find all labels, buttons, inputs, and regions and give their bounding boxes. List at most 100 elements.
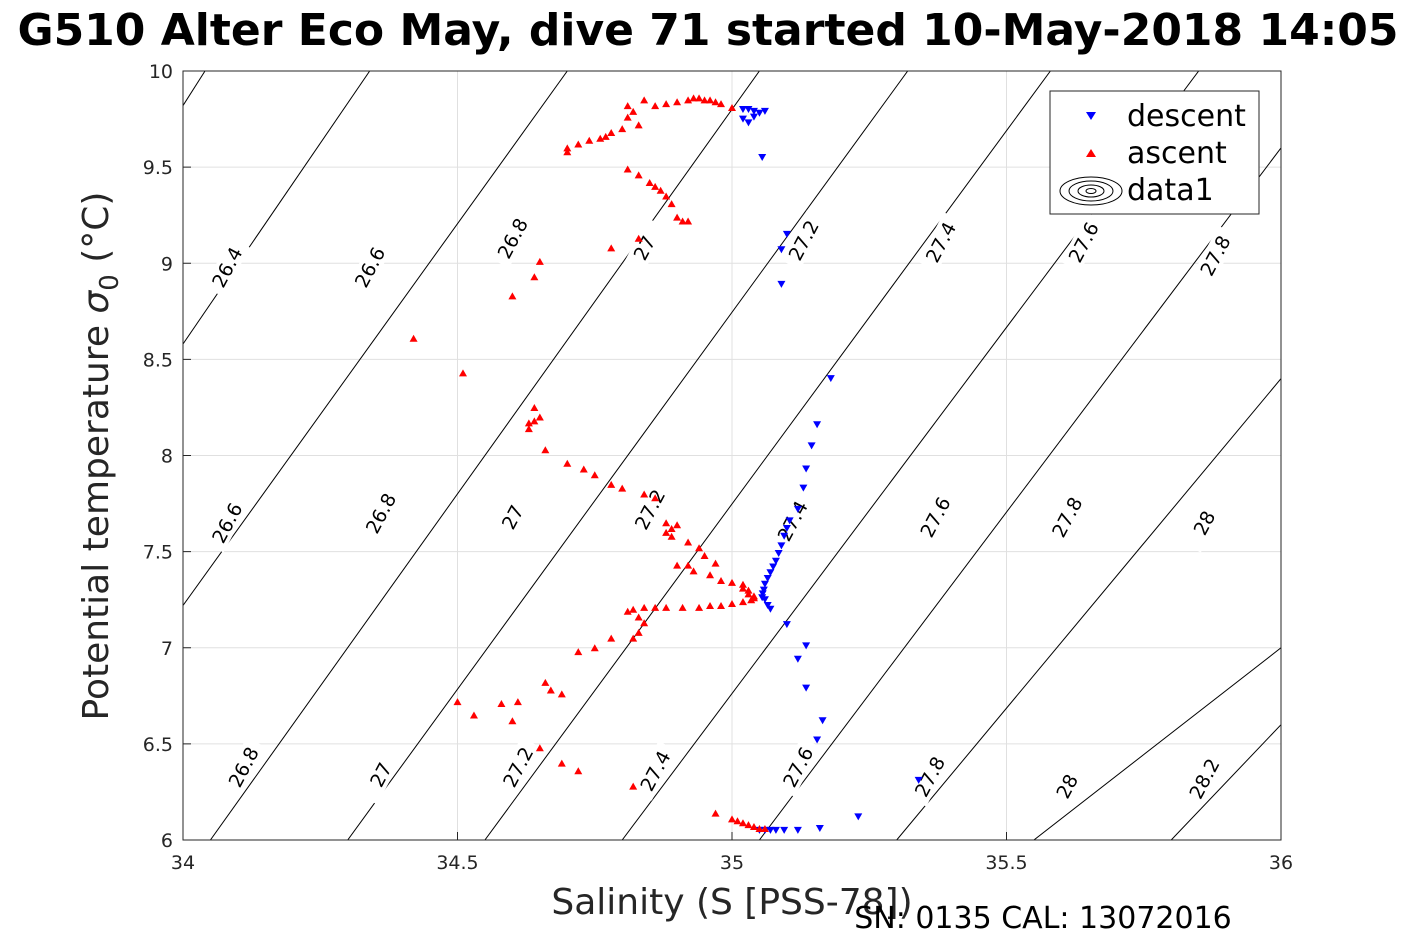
y-tick-label: 7 bbox=[161, 638, 173, 660]
descent-point bbox=[854, 813, 863, 821]
ascent-point bbox=[563, 148, 572, 156]
ascent-point bbox=[645, 179, 654, 187]
ascent-point bbox=[590, 471, 599, 479]
ascent-point bbox=[728, 578, 736, 586]
ascent-point bbox=[695, 603, 704, 611]
density-contour-line bbox=[183, 71, 371, 345]
ascent-point bbox=[749, 823, 758, 831]
ascent-point bbox=[738, 580, 747, 588]
ascent-point bbox=[760, 824, 769, 832]
y-axis-label: Potential temperature σ0 (°C) bbox=[76, 192, 125, 721]
contour-label-backdrop bbox=[1181, 492, 1227, 553]
ascent-point bbox=[618, 484, 627, 492]
x-tick-label: 34 bbox=[171, 852, 195, 874]
x-axis-ticks: 34 34.5 35 35.5 36 bbox=[171, 832, 1293, 874]
ascent-point bbox=[607, 480, 616, 488]
y-tick-label: 9 bbox=[161, 253, 173, 275]
ascent-point bbox=[585, 136, 594, 144]
ascent-point bbox=[673, 213, 682, 221]
descent-point bbox=[914, 776, 923, 784]
descent-point bbox=[774, 550, 783, 558]
descent-point bbox=[766, 605, 775, 613]
legend-ascent-marker bbox=[1086, 149, 1096, 157]
descent-point bbox=[738, 115, 747, 123]
ascent-point bbox=[738, 819, 747, 827]
ascent-point bbox=[557, 690, 566, 698]
descent-point bbox=[755, 109, 764, 117]
density-contour-line bbox=[183, 71, 206, 106]
descent-point bbox=[759, 586, 768, 594]
ascent-point bbox=[618, 125, 627, 133]
ascent-point bbox=[684, 217, 693, 225]
contour-label-backdrop bbox=[204, 237, 250, 297]
y-tick-label: 7.5 bbox=[143, 542, 173, 564]
descent-point bbox=[749, 107, 758, 115]
descent-point bbox=[777, 542, 786, 550]
ascent-point bbox=[640, 619, 649, 627]
ascent-point bbox=[524, 425, 533, 433]
x-tick-label: 34.5 bbox=[436, 852, 478, 874]
ascent-point bbox=[634, 121, 643, 129]
legend-ascent-label: ascent bbox=[1127, 136, 1227, 171]
contour-label-backdrop bbox=[495, 737, 541, 797]
ascent-point bbox=[667, 532, 676, 540]
ascent-point bbox=[728, 600, 736, 608]
descent-point bbox=[744, 105, 753, 113]
descent-point bbox=[815, 824, 824, 832]
ascent-point bbox=[689, 567, 698, 575]
descent-point bbox=[760, 596, 769, 604]
ascent-point bbox=[684, 96, 693, 104]
ascent-point bbox=[530, 273, 539, 281]
ascent-point bbox=[508, 292, 517, 300]
ascent-point bbox=[695, 544, 704, 552]
descent-point bbox=[802, 684, 811, 692]
ascent-point bbox=[747, 596, 756, 604]
ascent-point bbox=[524, 419, 533, 427]
ascent-point bbox=[623, 102, 632, 110]
ascent-point bbox=[607, 244, 616, 252]
descent-series bbox=[738, 105, 923, 834]
descent-point bbox=[799, 484, 808, 492]
descent-point bbox=[826, 375, 835, 383]
y-axis-label-subscript: 0 bbox=[95, 274, 125, 291]
density-contour-line bbox=[896, 378, 1281, 840]
density-contour-line bbox=[484, 71, 1051, 840]
legend-contour-icon bbox=[1059, 176, 1123, 206]
contour-label-backdrop bbox=[489, 208, 536, 269]
legend-box bbox=[1049, 90, 1260, 215]
descent-point bbox=[782, 230, 791, 238]
descent-point bbox=[807, 442, 816, 450]
y-axis-ticks: 6 6.5 7 7.5 8 8.5 9 9.5 10 bbox=[143, 61, 191, 852]
ascent-point bbox=[513, 698, 522, 706]
descent-point bbox=[760, 580, 769, 588]
density-contour-line bbox=[759, 147, 1281, 840]
contour-label-backdrop bbox=[1192, 225, 1238, 286]
descent-point bbox=[780, 826, 789, 834]
ascent-point bbox=[673, 561, 682, 569]
descent-point bbox=[813, 736, 822, 744]
descent-point bbox=[758, 590, 767, 598]
ascent-point bbox=[634, 628, 643, 636]
contour-label-backdrop bbox=[906, 746, 953, 807]
descent-point bbox=[749, 113, 758, 121]
density-contour-line bbox=[1170, 724, 1281, 840]
ascent-point bbox=[563, 459, 572, 467]
ascent-point bbox=[662, 519, 671, 527]
ascent-point bbox=[711, 559, 720, 567]
ascent-point bbox=[700, 96, 709, 104]
density-contour-line bbox=[183, 71, 568, 606]
descent-point bbox=[760, 107, 769, 115]
y-axis-label-symbol: σ bbox=[76, 290, 117, 314]
contour-label-backdrop bbox=[357, 744, 404, 805]
ascent-point bbox=[700, 551, 709, 559]
descent-point bbox=[766, 569, 775, 577]
contour-label-backdrop bbox=[769, 490, 816, 551]
ascent-point bbox=[706, 601, 715, 609]
density-contour-line bbox=[1033, 647, 1281, 840]
ascent-point bbox=[695, 94, 704, 102]
descent-point bbox=[793, 826, 802, 834]
ascent-point bbox=[717, 601, 726, 609]
ascent-point bbox=[590, 644, 599, 652]
ascent-point bbox=[574, 767, 583, 775]
